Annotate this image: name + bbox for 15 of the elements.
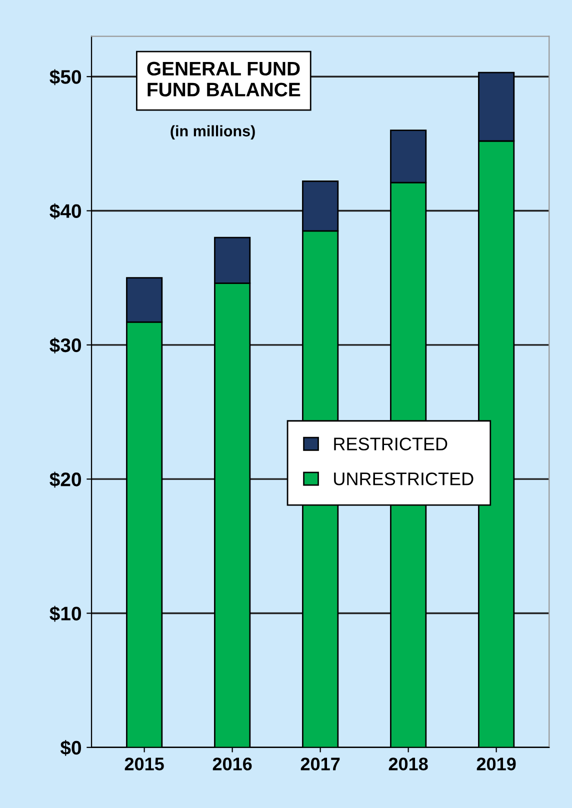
legend-label: UNRESTRICTED [334, 472, 474, 486]
x-tick-label: 2018 [388, 758, 428, 770]
y-tick-label: $20 [50, 472, 82, 488]
x-tick-label: 2016 [212, 758, 252, 770]
x-tick-label: 2017 [300, 758, 340, 770]
text: GENERAL FUND FUND BALANCE [147, 62, 300, 96]
text: (in millions) [170, 125, 255, 140]
y-tick-label: $10 [50, 606, 82, 622]
y-tick-label: $40 [50, 203, 82, 220]
legend-label: RESTRICTED [334, 438, 448, 450]
x-tick-label: 2019 [476, 758, 516, 770]
y-tick-label: $50 [50, 69, 82, 86]
y-tick-label: $30 [50, 338, 82, 354]
y-tick-label: $0 [60, 740, 82, 756]
x-tick-label: 2015 [124, 758, 164, 770]
